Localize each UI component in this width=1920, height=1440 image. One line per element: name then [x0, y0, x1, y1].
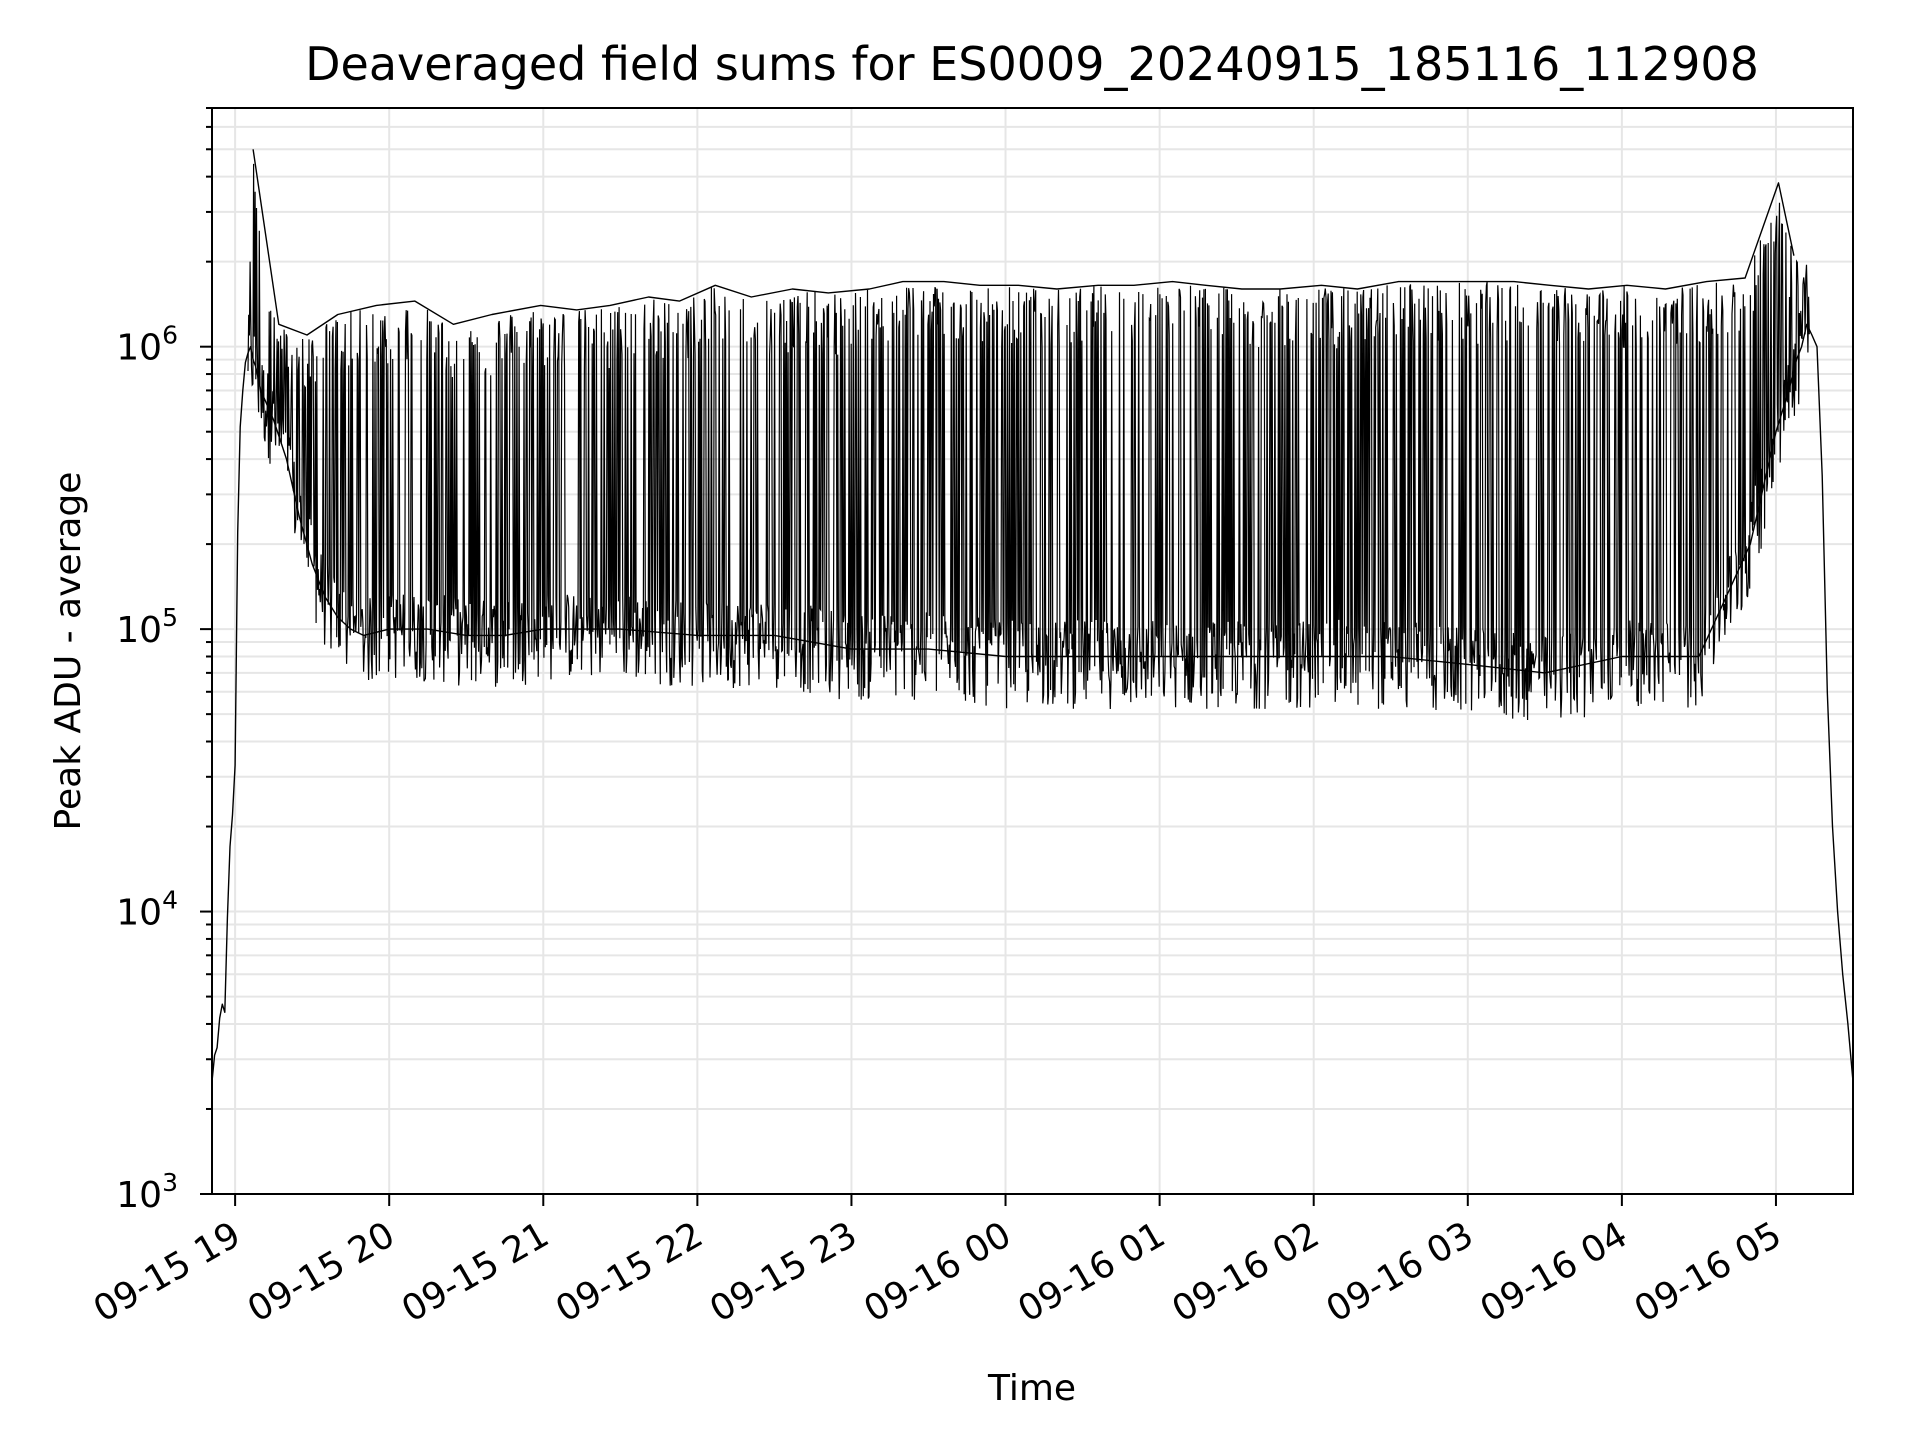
plot-area-frame — [211, 107, 1854, 1195]
y-tick-label: 103 — [116, 1168, 178, 1216]
series-variability-line — [247, 163, 1810, 721]
y-axis-label: Peak ADU - average — [48, 472, 89, 831]
y-tick-label: 104 — [116, 886, 178, 934]
y-tick-label: 106 — [116, 321, 178, 369]
y-tick-label-exponent: 3 — [162, 1168, 178, 1197]
y-tick-label: 105 — [116, 603, 178, 651]
y-tick-label-exponent: 6 — [162, 321, 178, 350]
chart-title: Deaveraged field sums for ES0009_2024091… — [305, 37, 1759, 91]
y-tick-label-base: 10 — [116, 1175, 162, 1216]
series-layer — [211, 149, 1854, 1082]
x-axis-label: Time — [987, 1368, 1076, 1409]
y-tick-label-base: 10 — [116, 328, 162, 369]
y-tick-label-exponent: 4 — [162, 886, 178, 915]
y-tick-label-base: 10 — [116, 610, 162, 651]
series-line — [252, 149, 1795, 336]
y-tick-label-exponent: 5 — [162, 603, 178, 632]
y-tick-label-base: 10 — [116, 893, 162, 934]
